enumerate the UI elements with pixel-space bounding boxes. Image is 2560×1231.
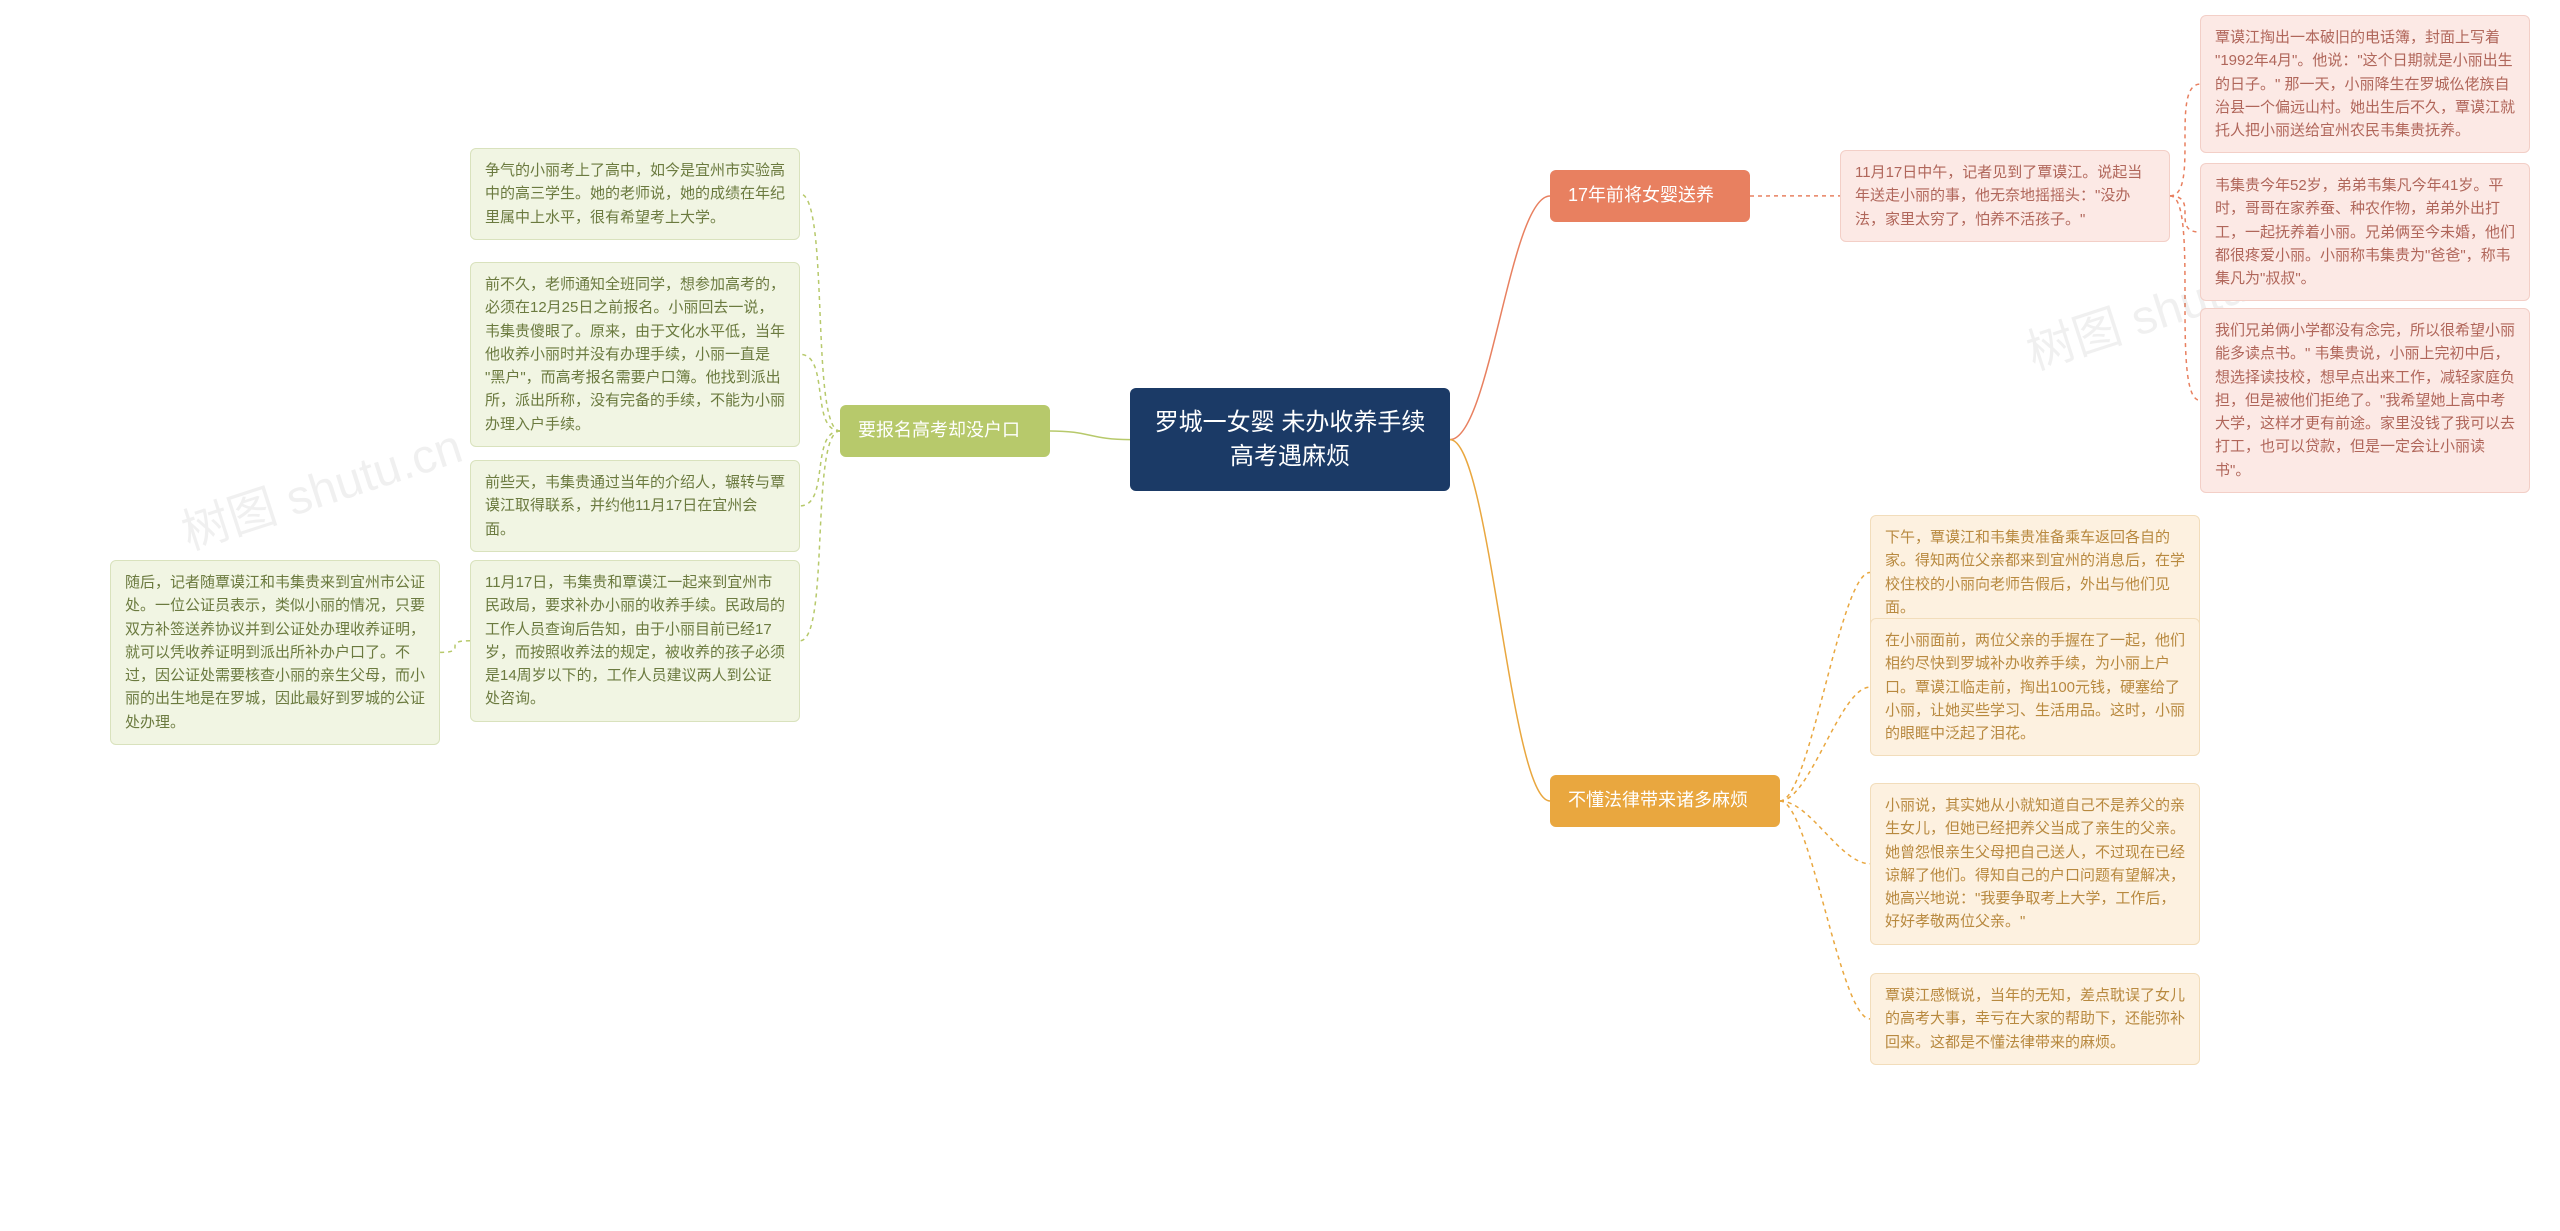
leaf-node: 争气的小丽考上了高中，如今是宜州市实验高中的高三学生。她的老师说，她的成绩在年纪… xyxy=(470,148,800,240)
leaf-text: 在小丽面前，两位父亲的手握在了一起，他们相约尽快到罗城补办收养手续，为小丽上户口… xyxy=(1885,632,2185,742)
leaf-text: 下午，覃谟江和韦集贵准备乘车返回各自的家。得知两位父亲都来到宜州的消息后，在学校… xyxy=(1885,529,2185,616)
leaf-text: 我们兄弟俩小学都没有念完，所以很希望小丽能多读点书。" 韦集贵说，小丽上完初中后… xyxy=(2215,322,2515,479)
leaf-text: 11月17日，韦集贵和覃谟江一起来到宜州市民政局，要求补办小丽的收养手续。民政局… xyxy=(485,574,785,707)
leaf-node: 下午，覃谟江和韦集贵准备乘车返回各自的家。得知两位父亲都来到宜州的消息后，在学校… xyxy=(1870,515,2200,630)
leaf-node: 覃谟江掏出一本破旧的电话簿，封面上写着 "1992年4月"。他说："这个日期就是… xyxy=(2200,15,2530,153)
leaf-node: 11月17日，韦集贵和覃谟江一起来到宜州市民政局，要求补办小丽的收养手续。民政局… xyxy=(470,560,800,722)
leaf-text: 争气的小丽考上了高中，如今是宜州市实验高中的高三学生。她的老师说，她的成绩在年纪… xyxy=(485,162,785,226)
leaf-node: 11月17日中午，记者见到了覃谟江。说起当年送走小丽的事，他无奈地摇摇头："没办… xyxy=(1840,150,2170,242)
branch-label: 17年前将女婴送养 xyxy=(1568,185,1714,205)
leaf-node: 在小丽面前，两位父亲的手握在了一起，他们相约尽快到罗城补办收养手续，为小丽上户口… xyxy=(1870,618,2200,756)
leaf-node: 前不久，老师通知全班同学，想参加高考的，必须在12月25日之前报名。小丽回去一说… xyxy=(470,262,800,447)
branch-label: 要报名高考却没户口 xyxy=(858,420,1020,440)
center-node: 罗城一女婴 未办收养手续高考遇麻烦 xyxy=(1130,388,1450,491)
leaf-node: 前些天，韦集贵通过当年的介绍人，辗转与覃谟江取得联系，并约他11月17日在宜州会… xyxy=(470,460,800,552)
center-title-line1: 罗城一女婴 未办收养手续 xyxy=(1155,409,1426,436)
branch-node: 不懂法律带来诸多麻烦 xyxy=(1550,775,1780,827)
branch-node: 17年前将女婴送养 xyxy=(1550,170,1750,222)
center-title-line2: 高考遇麻烦 xyxy=(1230,443,1350,470)
leaf-text: 韦集贵今年52岁，弟弟韦集凡今年41岁。平时，哥哥在家养蚕、种农作物，弟弟外出打… xyxy=(2215,177,2515,287)
leaf-text: 覃谟江感慨说，当年的无知，差点耽误了女儿的高考大事，幸亏在大家的帮助下，还能弥补… xyxy=(1885,987,2185,1051)
leaf-text: 前不久，老师通知全班同学，想参加高考的，必须在12月25日之前报名。小丽回去一说… xyxy=(485,276,785,433)
leaf-text: 覃谟江掏出一本破旧的电话簿，封面上写着 "1992年4月"。他说："这个日期就是… xyxy=(2215,29,2515,139)
leaf-node: 我们兄弟俩小学都没有念完，所以很希望小丽能多读点书。" 韦集贵说，小丽上完初中后… xyxy=(2200,308,2530,493)
leaf-text: 随后，记者随覃谟江和韦集贵来到宜州市公证处。一位公证员表示，类似小丽的情况，只要… xyxy=(125,574,425,731)
leaf-node: 随后，记者随覃谟江和韦集贵来到宜州市公证处。一位公证员表示，类似小丽的情况，只要… xyxy=(110,560,440,745)
branch-node: 要报名高考却没户口 xyxy=(840,405,1050,457)
leaf-node: 韦集贵今年52岁，弟弟韦集凡今年41岁。平时，哥哥在家养蚕、种农作物，弟弟外出打… xyxy=(2200,163,2530,301)
leaf-text: 前些天，韦集贵通过当年的介绍人，辗转与覃谟江取得联系，并约他11月17日在宜州会… xyxy=(485,474,785,538)
leaf-node: 覃谟江感慨说，当年的无知，差点耽误了女儿的高考大事，幸亏在大家的帮助下，还能弥补… xyxy=(1870,973,2200,1065)
leaf-node: 小丽说，其实她从小就知道自己不是养父的亲生女儿，但她已经把养父当成了亲生的父亲。… xyxy=(1870,783,2200,945)
leaf-text: 11月17日中午，记者见到了覃谟江。说起当年送走小丽的事，他无奈地摇摇头："没办… xyxy=(1855,164,2142,228)
branch-label: 不懂法律带来诸多麻烦 xyxy=(1568,790,1748,810)
leaf-text: 小丽说，其实她从小就知道自己不是养父的亲生女儿，但她已经把养父当成了亲生的父亲。… xyxy=(1885,797,2185,930)
watermark: 树图 shutu.cn xyxy=(171,407,469,563)
